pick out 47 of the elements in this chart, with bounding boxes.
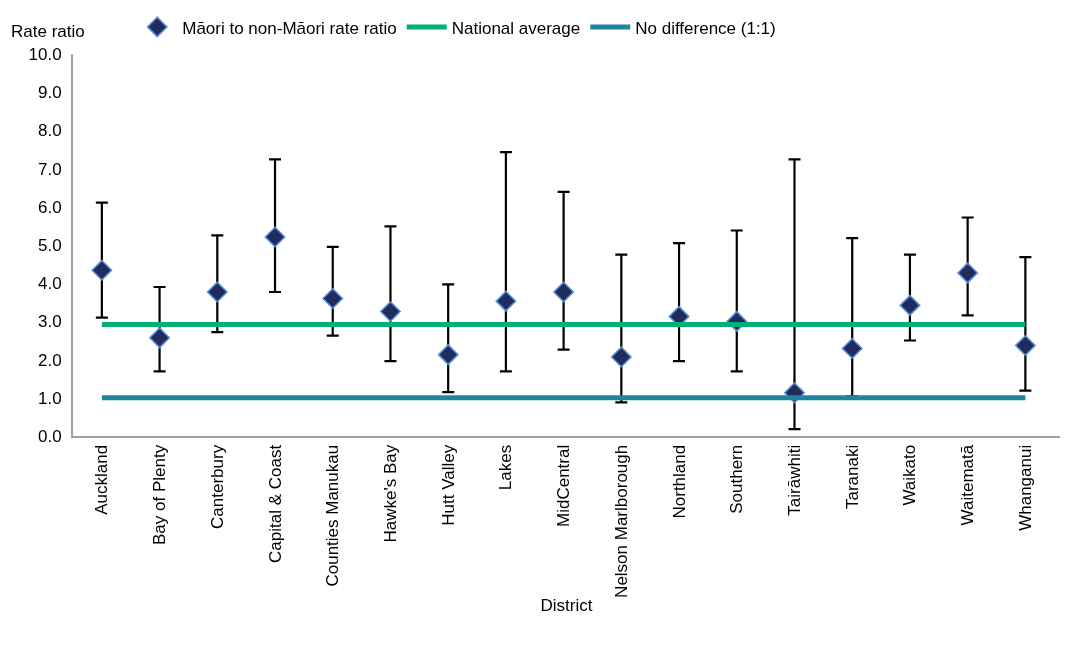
point xyxy=(206,281,228,303)
point xyxy=(841,338,863,360)
y-tick-label: 2.0 xyxy=(37,350,62,370)
point xyxy=(610,346,632,368)
y-tick-label: 4.0 xyxy=(37,274,62,294)
y-tick-label: 7.0 xyxy=(37,159,62,179)
y-tick-label: 5.0 xyxy=(37,235,62,255)
point xyxy=(322,287,344,309)
point xyxy=(957,262,979,284)
y-tick-label: 3.0 xyxy=(37,312,62,332)
x-tick-label: Auckland xyxy=(92,444,112,515)
x-tick-label: Taranaki xyxy=(842,444,862,510)
point xyxy=(91,259,113,281)
legend-label: National average xyxy=(451,18,581,38)
x-tick-label: Lakes xyxy=(496,444,516,491)
y-tick-label: 10.0 xyxy=(28,44,62,64)
legend-label: No difference (1:1) xyxy=(635,18,776,38)
x-tick-label: Tairāwhiti xyxy=(785,444,805,516)
y-tick-label: 0.0 xyxy=(37,426,62,446)
point xyxy=(149,327,171,349)
x-tick-label: Hutt Valley xyxy=(438,444,458,526)
y-tick-label: 1.0 xyxy=(37,388,62,408)
x-tick-label: MidCentral xyxy=(554,444,574,527)
y-tick-label: 6.0 xyxy=(37,197,62,217)
point xyxy=(379,300,401,322)
y-tick-label: 9.0 xyxy=(37,83,62,103)
y-tick-label: 8.0 xyxy=(37,121,62,141)
x-tick-label: Counties Manukau xyxy=(323,444,343,587)
point xyxy=(899,294,921,316)
x-tick-label: Waitematā xyxy=(958,444,978,526)
x-tick-label: Bay of Plenty xyxy=(150,444,170,545)
x-tick-label: Waikato xyxy=(900,444,920,506)
x-tick-label: Whanganui xyxy=(1015,444,1035,531)
x-tick-label: Nelson Marlborough xyxy=(611,444,631,598)
point xyxy=(495,290,517,312)
legend-label: Māori to non-Māori rate ratio xyxy=(182,18,397,38)
x-tick-label: Canterbury xyxy=(207,444,227,529)
x-tick-label: Southern xyxy=(727,444,747,514)
y-axis-title: Rate ratio xyxy=(11,22,85,41)
x-tick-label: Capital & Coast xyxy=(265,444,285,563)
point xyxy=(437,344,459,366)
x-tick-label: Hawke's Bay xyxy=(380,444,400,543)
point xyxy=(264,226,286,248)
point xyxy=(1014,334,1036,356)
x-tick-label: Northland xyxy=(669,444,689,519)
x-axis-title: District xyxy=(540,595,593,615)
point xyxy=(553,281,575,303)
